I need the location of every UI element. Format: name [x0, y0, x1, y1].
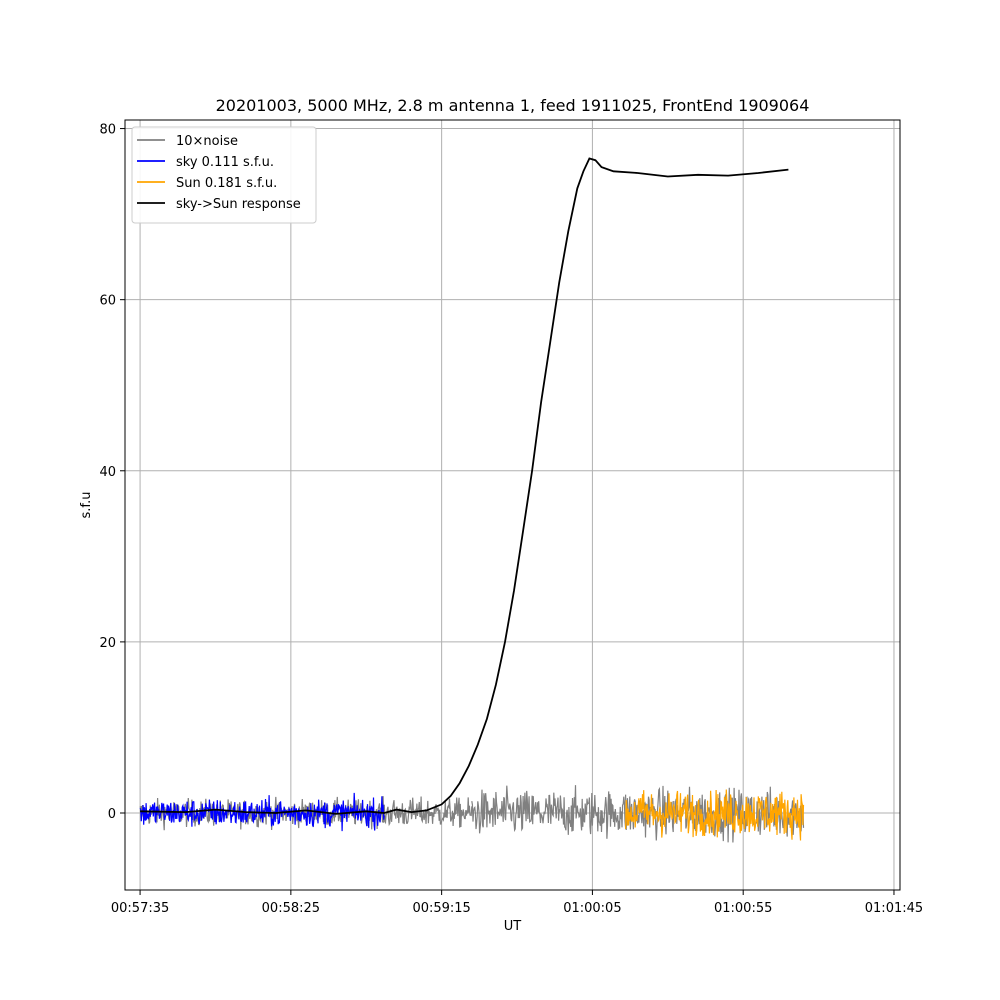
legend-label: sky->Sun response	[176, 197, 301, 212]
y-tick-label: 20	[99, 636, 116, 651]
legend-label: Sun 0.181 s.f.u.	[176, 176, 277, 191]
y-tick-label: 80	[99, 123, 116, 138]
sun-series-line	[625, 789, 805, 841]
x-tick-label: 00:58:25	[262, 901, 320, 916]
y-tick-label: 40	[99, 465, 116, 480]
legend-box	[131, 126, 317, 224]
x-tick-label: 00:57:35	[111, 901, 169, 916]
y-tick-label: 60	[99, 294, 116, 309]
tick-layer: 00:57:35 00:58:25 00:59:15 01:00:05 01:00:55…	[99, 123, 923, 916]
x-tick-label: 01:00:05	[563, 901, 621, 916]
sky-series-line	[139, 792, 385, 832]
x-tick-label: 01:01:45	[865, 901, 923, 916]
grid-layer	[125, 120, 900, 890]
noise-series-line	[383, 796, 473, 828]
legend-label: sky 0.111 s.f.u.	[176, 155, 274, 170]
chart-title: 20201003, 5000 MHz, 2.8 m antenna 1, fee…	[216, 96, 810, 115]
series-layer	[139, 157, 805, 843]
x-tick-label: 01:00:55	[714, 901, 772, 916]
noise-series-line	[471, 785, 627, 839]
x-axis-label: UT	[504, 919, 522, 934]
response-series-line	[140, 157, 789, 815]
x-tick-label: 00:59:15	[412, 901, 470, 916]
plot-frame	[124, 119, 901, 891]
y-tick-label: 0	[108, 807, 116, 822]
y-axis-label: s.f.u	[79, 492, 94, 519]
noise-series-line	[625, 785, 805, 843]
legend: 10×noise sky 0.111 s.f.u. Sun 0.181 s.f.u.…	[131, 126, 317, 224]
legend-label: 10×noise	[176, 134, 238, 149]
